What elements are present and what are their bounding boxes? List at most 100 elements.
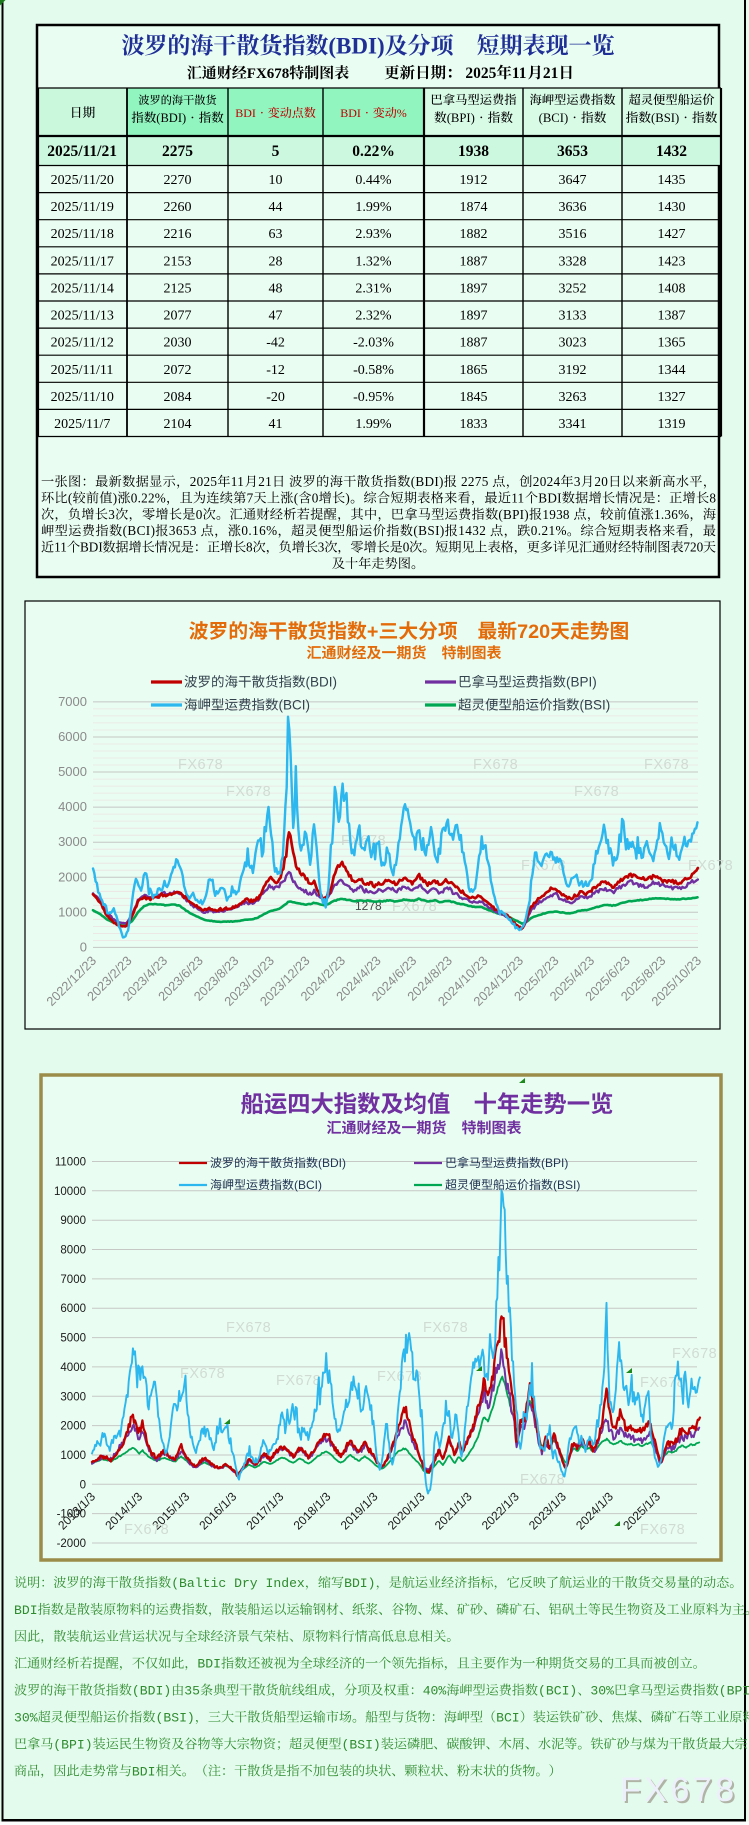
- svg-text:FX678: FX678: [620, 1771, 738, 1809]
- svg-text:1874: 1874: [460, 200, 488, 215]
- svg-text:FX678: FX678: [377, 1369, 422, 1385]
- svg-text:1387: 1387: [658, 309, 686, 324]
- svg-text:1.99%: 1.99%: [355, 200, 392, 215]
- svg-text:2104: 2104: [164, 417, 192, 432]
- svg-text:-1000: -1000: [57, 1509, 86, 1521]
- svg-text:(BCI): (BCI): [123, 523, 156, 538]
- svg-text:20: 20: [594, 474, 608, 489]
- svg-text:47: 47: [269, 309, 283, 324]
- svg-text:7: 7: [247, 490, 254, 505]
- svg-text:1887: 1887: [460, 254, 488, 269]
- svg-text:7000: 7000: [58, 694, 87, 709]
- svg-text:35: 35: [184, 1684, 200, 1699]
- svg-text:3647: 3647: [559, 173, 587, 188]
- svg-text:-2.03%: -2.03%: [353, 336, 394, 351]
- svg-text:2025: 2025: [465, 65, 496, 82]
- svg-text:Dry: Dry: [234, 1576, 258, 1591]
- svg-text:2.32%: 2.32%: [355, 309, 392, 324]
- svg-text:2025/11/21: 2025/11/21: [47, 143, 117, 160]
- svg-text:11: 11: [511, 490, 524, 505]
- svg-text:(BCI): (BCI): [539, 111, 569, 125]
- svg-text:(BPI): (BPI): [447, 111, 475, 125]
- svg-text:2077: 2077: [164, 309, 192, 324]
- svg-text:(BSI): (BSI): [413, 523, 444, 538]
- svg-text:(BCI): (BCI): [538, 1684, 577, 1699]
- svg-text:1897: 1897: [460, 309, 488, 324]
- svg-text:-20: -20: [266, 390, 285, 405]
- svg-text:FX678: FX678: [226, 784, 271, 800]
- svg-text:(BPI): (BPI): [541, 1156, 568, 1170]
- svg-text:4000: 4000: [58, 799, 87, 814]
- svg-text:(Baltic: (Baltic: [171, 1576, 226, 1591]
- svg-text:FX678: FX678: [180, 1366, 225, 1382]
- svg-text:3328: 3328: [559, 254, 587, 269]
- svg-text:-42: -42: [266, 336, 285, 351]
- svg-text:(BSI): (BSI): [342, 1737, 381, 1752]
- svg-text:5000: 5000: [58, 764, 87, 779]
- svg-text:1833: 1833: [460, 417, 488, 432]
- svg-text:48: 48: [269, 281, 283, 296]
- svg-text:(BDI): (BDI): [328, 34, 384, 59]
- svg-text:%: %: [397, 106, 407, 120]
- svg-text:3653: 3653: [169, 523, 197, 538]
- svg-text:(: (: [294, 490, 299, 505]
- svg-text:BDI): BDI): [344, 1576, 375, 1591]
- svg-text:2270: 2270: [164, 173, 192, 188]
- svg-text:2025/11/11: 2025/11/11: [51, 363, 114, 378]
- svg-text:FX678: FX678: [276, 1373, 321, 1389]
- svg-text:28: 28: [269, 254, 283, 269]
- svg-text:3: 3: [108, 507, 115, 522]
- svg-text:BDI: BDI: [340, 106, 361, 120]
- svg-text:(: (: [68, 490, 73, 505]
- svg-text:720: 720: [517, 621, 550, 643]
- svg-text:7000: 7000: [60, 1274, 86, 1286]
- svg-text:5000: 5000: [60, 1333, 86, 1345]
- svg-text:2024: 2024: [533, 474, 561, 489]
- svg-text:1938: 1938: [542, 507, 570, 522]
- svg-text:1.32%: 1.32%: [355, 254, 392, 269]
- svg-text:10: 10: [269, 173, 283, 188]
- svg-text:41: 41: [269, 417, 283, 432]
- svg-text:10000: 10000: [54, 1186, 86, 1198]
- svg-text:0: 0: [196, 507, 203, 522]
- svg-text:(BSI): (BSI): [651, 111, 679, 125]
- svg-text:2275: 2275: [461, 474, 489, 489]
- svg-text:2025/11/17: 2025/11/17: [51, 254, 114, 269]
- svg-text:2.31%: 2.31%: [355, 281, 392, 296]
- svg-text:2125: 2125: [164, 281, 192, 296]
- svg-text:63: 63: [269, 227, 283, 242]
- svg-text:0: 0: [403, 540, 410, 555]
- svg-text:1.99%: 1.99%: [355, 417, 392, 432]
- svg-text:30%: 30%: [14, 1711, 38, 1726]
- svg-text:(BPI): (BPI): [498, 507, 529, 522]
- svg-text:8: 8: [246, 540, 253, 555]
- svg-text:(BPI): (BPI): [566, 675, 597, 690]
- svg-text:30%: 30%: [590, 1684, 614, 1699]
- svg-text:2025: 2025: [190, 474, 218, 489]
- svg-text:1432: 1432: [656, 143, 687, 160]
- svg-text:9000: 9000: [60, 1215, 86, 1227]
- svg-text:): ): [113, 490, 118, 505]
- svg-text:FX678: FX678: [473, 757, 518, 773]
- svg-text:0: 0: [80, 939, 87, 954]
- svg-text:FX678: FX678: [226, 1320, 271, 1336]
- svg-text:5: 5: [272, 143, 280, 160]
- svg-text:0: 0: [80, 1479, 86, 1491]
- svg-text:2025/11/10: 2025/11/10: [51, 390, 114, 405]
- svg-text:11000: 11000: [55, 1157, 86, 1169]
- svg-text:3341: 3341: [559, 417, 587, 432]
- svg-text:2025/11/20: 2025/11/20: [51, 173, 114, 188]
- svg-text:2025/11/12: 2025/11/12: [51, 336, 114, 351]
- svg-text:11: 11: [54, 540, 67, 555]
- svg-text:FX678: FX678: [178, 757, 223, 773]
- svg-text:BDI: BDI: [80, 540, 103, 555]
- svg-text:(BPI): (BPI): [53, 1737, 92, 1752]
- svg-text:4000: 4000: [60, 1362, 86, 1374]
- svg-text:(BCI): (BCI): [279, 698, 311, 713]
- svg-text:1344: 1344: [658, 363, 686, 378]
- svg-text:FX678: FX678: [640, 1522, 685, 1538]
- svg-text:FX678: FX678: [672, 1346, 717, 1362]
- svg-text:-2000: -2000: [57, 1538, 86, 1550]
- svg-text:BDI: BDI: [235, 106, 256, 120]
- svg-text:FX678: FX678: [622, 1773, 740, 1811]
